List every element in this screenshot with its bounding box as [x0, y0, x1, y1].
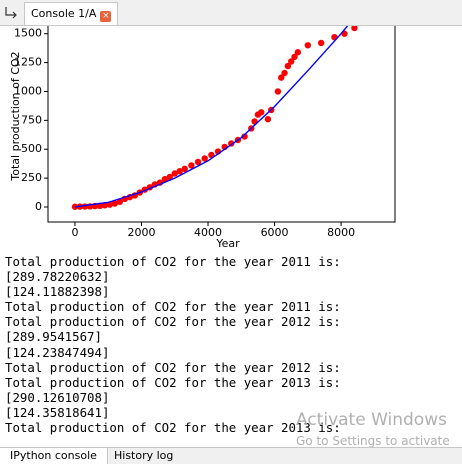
console-tab[interactable]: Console 1/A ×	[24, 2, 119, 25]
watermark: Activate Windows Go to Settings to activa…	[296, 410, 450, 448]
data-point	[304, 42, 312, 49]
y-tick-label: 1500	[14, 27, 42, 40]
data-point	[284, 62, 292, 70]
console-output: Total production of CO2 for the year 201…	[5, 254, 341, 435]
x-tick-label: 4000	[194, 226, 222, 239]
data-point	[317, 39, 325, 47]
data-point	[116, 198, 124, 205]
y-axis-label: Total production of CO2	[9, 51, 22, 181]
x-tick-label: 2000	[127, 226, 155, 239]
y-tick-label: 750	[21, 113, 42, 126]
data-point	[258, 109, 265, 116]
data-point	[166, 173, 173, 181]
x-tick-label: 8000	[327, 226, 355, 239]
y-tick-label: 0	[35, 200, 42, 213]
data-point	[264, 115, 272, 123]
data-point	[111, 200, 119, 207]
history-tab[interactable]: History log	[114, 449, 174, 462]
console-line: Total production of CO2 for the year 201…	[5, 254, 341, 269]
console-line: [124.35818641]	[5, 404, 110, 420]
data-point	[351, 26, 358, 32]
y-tick-label: 1250	[14, 56, 42, 69]
console-line: [124.11882398]	[5, 284, 110, 300]
data-point	[176, 167, 183, 175]
browse-icon[interactable]	[3, 3, 23, 23]
data-point	[278, 74, 285, 81]
console-line: Total production of CO2 for the year 201…	[5, 359, 341, 375]
console-line: Total production of CO2 for the year 201…	[5, 299, 341, 315]
console-line: [289.78220632]	[5, 269, 110, 285]
chart: Year Total production of CO2 0 2000 4000 60…	[9, 26, 396, 250]
data-point	[181, 165, 188, 173]
x-tick-label: 0	[71, 226, 78, 239]
data-point	[274, 88, 282, 95]
console-line: Total production of CO2 for the year 201…	[5, 374, 341, 390]
data-point	[294, 49, 302, 56]
data-point	[106, 201, 114, 208]
console-line: Total production of CO2 for the year 201…	[5, 314, 341, 330]
console-line: [124.23847494]	[5, 344, 110, 360]
data-point	[188, 162, 195, 169]
plot-frame	[47, 26, 396, 223]
x-axis-label: Year	[215, 237, 240, 250]
tab-bar: Console 1/A ×	[0, 0, 462, 26]
data-point	[194, 158, 202, 166]
fit-line	[74, 26, 349, 208]
data-point	[241, 133, 248, 140]
watermark-subtitle: Go to Settings to activate	[296, 434, 450, 448]
data-point	[201, 155, 208, 162]
console-line: Total production of CO2 for the year 201…	[5, 420, 341, 436]
x-tick-label: 6000	[261, 226, 289, 239]
data-point	[287, 58, 295, 65]
bottom-tab-bar: IPython console History log	[0, 447, 462, 464]
y-tick-label: 1000	[14, 84, 42, 97]
y-tick-label: 500	[21, 142, 42, 155]
close-button[interactable]: ×	[100, 11, 112, 22]
data-point	[281, 69, 288, 77]
data-point	[291, 53, 298, 61]
console-line: [289.9541567]	[5, 329, 102, 345]
ipython-tab[interactable]: IPython console	[0, 448, 108, 464]
data-point	[171, 170, 178, 177]
tab-label: Console 1/A	[31, 7, 97, 20]
y-tick-label: 250	[21, 171, 42, 184]
console-line: [290.12610708]	[5, 389, 110, 405]
watermark-title: Activate Windows	[296, 410, 447, 430]
